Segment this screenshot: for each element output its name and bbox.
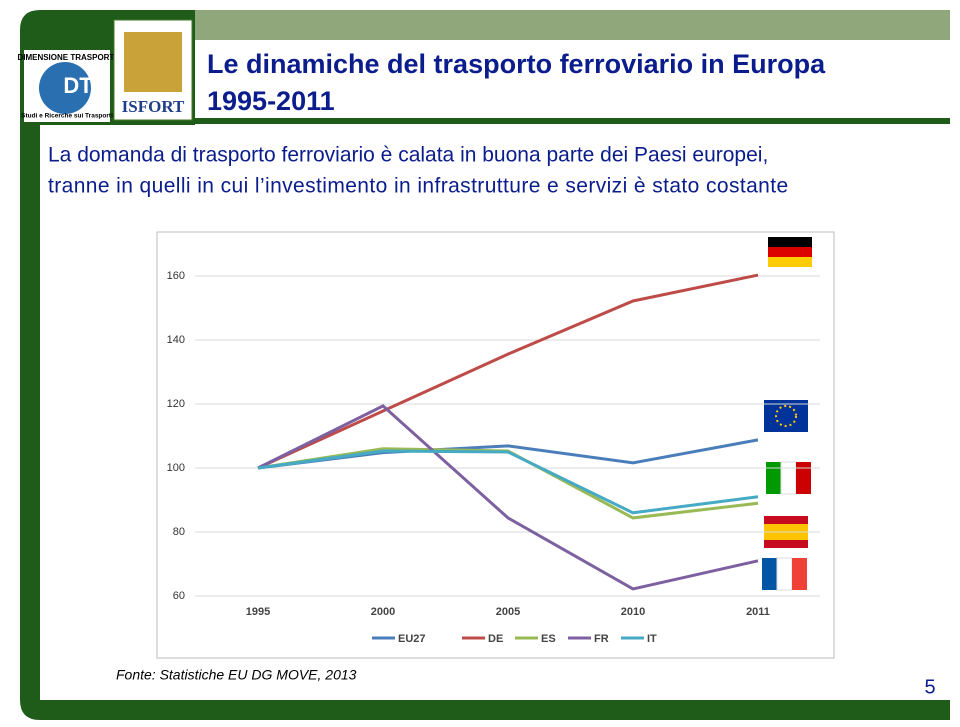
series-line — [257, 404, 759, 591]
header-rule — [195, 118, 950, 124]
logo-globe — [39, 62, 91, 114]
y-tick-label: 120 — [167, 398, 185, 410]
flag — [792, 558, 807, 590]
subtitle: La domanda di trasporto ferroviario è ca… — [48, 144, 768, 167]
legend-label: FR — [594, 633, 609, 645]
title: 1995-2011 — [207, 86, 335, 116]
logo-text: ISFORT — [122, 97, 185, 116]
banner — [195, 10, 950, 40]
subtitle: tranne in quelli in cui l’investimento i… — [48, 175, 789, 198]
flag — [768, 247, 812, 257]
source: Fonte: Statistiche EU DG MOVE, 2013 — [116, 667, 357, 683]
flag — [768, 237, 812, 247]
logo-art — [124, 32, 182, 92]
logo-text: Studi e Ricerche sui Trasporti — [21, 113, 113, 120]
legend-label: EU27 — [398, 633, 426, 645]
legend-label: DE — [488, 633, 503, 645]
flag — [764, 400, 808, 432]
series-line — [257, 449, 759, 515]
x-tick-label: 1995 — [246, 606, 270, 618]
y-tick-label: 160 — [167, 270, 185, 282]
x-tick-label: 2010 — [621, 606, 645, 618]
flag — [780, 461, 797, 495]
x-tick-label: 2000 — [371, 606, 395, 618]
frame — [20, 10, 950, 720]
flag — [796, 462, 811, 494]
y-tick-label: 80 — [173, 526, 185, 538]
logo-text: DIMENSIONE TRASPORTI — [17, 53, 116, 62]
flag — [766, 462, 781, 494]
page-number: 5 — [924, 676, 935, 698]
flag — [776, 557, 793, 591]
flag — [775, 405, 797, 427]
flag — [768, 257, 812, 267]
legend-label: IT — [647, 633, 657, 645]
x-tick-label: 2005 — [496, 606, 520, 618]
flag — [762, 558, 777, 590]
series-line — [257, 273, 759, 470]
title: Le dinamiche del trasporto ferroviario i… — [207, 49, 826, 79]
legend-label: ES — [541, 633, 556, 645]
x-tick-label: 2011 — [746, 606, 770, 618]
y-tick-label: 140 — [167, 334, 185, 346]
logo-text: DT — [63, 73, 93, 98]
y-tick-label: 60 — [173, 590, 185, 602]
y-tick-label: 100 — [167, 462, 185, 474]
chart-box — [156, 231, 835, 659]
flags — [762, 237, 812, 591]
